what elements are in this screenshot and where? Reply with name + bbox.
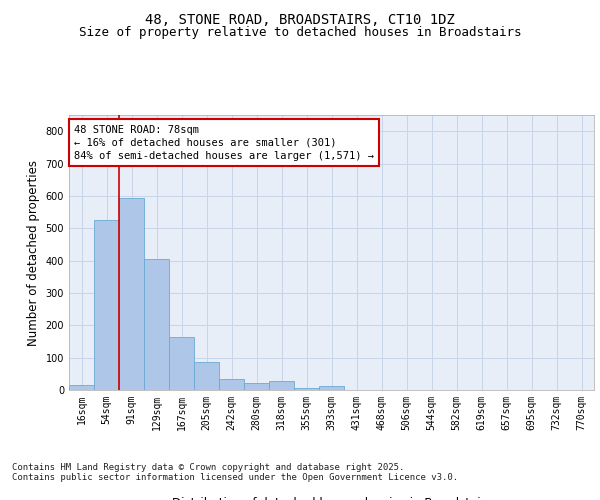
Bar	[269, 382, 294, 390]
Text: Contains public sector information licensed under the Open Government Licence v3: Contains public sector information licen…	[12, 474, 458, 482]
Text: Contains HM Land Registry data © Crown copyright and database right 2025.: Contains HM Land Registry data © Crown c…	[12, 464, 404, 472]
Bar	[319, 386, 344, 390]
Bar	[244, 383, 269, 390]
Bar	[69, 386, 94, 390]
Bar	[94, 220, 119, 390]
Bar	[194, 362, 219, 390]
Y-axis label: Number of detached properties: Number of detached properties	[27, 160, 40, 346]
Bar	[119, 198, 144, 390]
Text: 48 STONE ROAD: 78sqm
← 16% of detached houses are smaller (301)
84% of semi-deta: 48 STONE ROAD: 78sqm ← 16% of detached h…	[74, 124, 374, 161]
X-axis label: Distribution of detached houses by size in Broadstairs: Distribution of detached houses by size …	[172, 497, 491, 500]
Text: 48, STONE ROAD, BROADSTAIRS, CT10 1DZ: 48, STONE ROAD, BROADSTAIRS, CT10 1DZ	[145, 12, 455, 26]
Text: Size of property relative to detached houses in Broadstairs: Size of property relative to detached ho…	[79, 26, 521, 39]
Bar	[294, 388, 319, 390]
Bar	[144, 259, 169, 390]
Bar	[219, 380, 244, 390]
Bar	[169, 336, 194, 390]
